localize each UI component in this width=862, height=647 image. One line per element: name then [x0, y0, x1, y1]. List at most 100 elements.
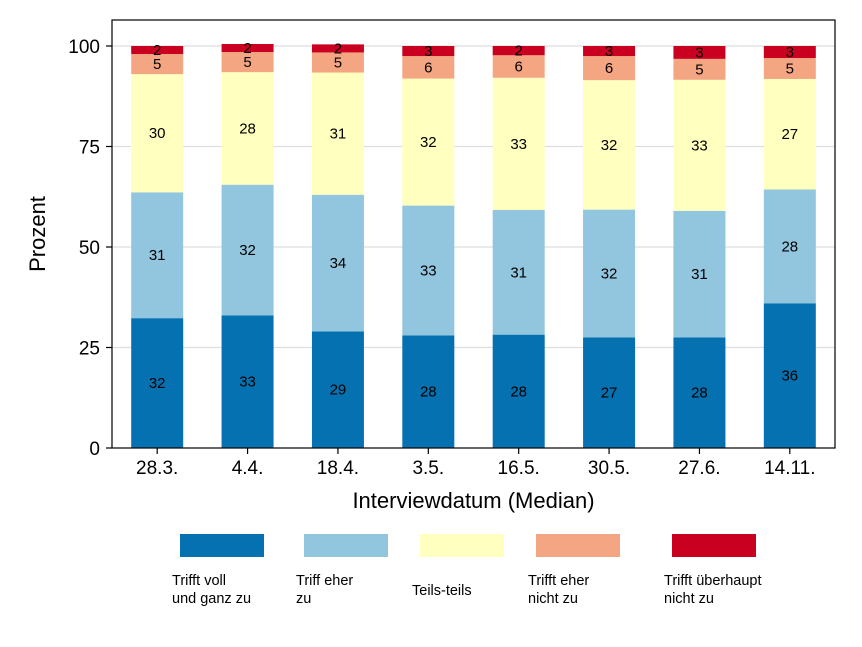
- segment-label: 28: [781, 238, 798, 255]
- bar-segment: [221, 52, 274, 73]
- legend-swatch: [180, 534, 264, 557]
- bar-segment: [763, 78, 816, 190]
- segment-label: 3: [605, 43, 613, 60]
- bar-segment: [583, 46, 636, 57]
- segment-label: 31: [691, 266, 708, 283]
- x-tick-label: 18.4.: [317, 458, 359, 479]
- bar-segment: [583, 209, 636, 338]
- segment-label: 2: [243, 40, 251, 57]
- bar-segment: [131, 46, 184, 55]
- legend-label: und ganz zu: [172, 591, 251, 607]
- segment-label: 32: [601, 137, 618, 154]
- bar-segment: [492, 210, 545, 335]
- x-axis: 28.3. 4.4. 18.4. 3.5. 16.5. 30.5. 27.6. 14.11.: [136, 448, 816, 479]
- bar-segment: [763, 303, 816, 448]
- segment-label: 5: [786, 61, 794, 78]
- legend-swatch: [420, 534, 504, 557]
- legend-swatch: [304, 534, 388, 557]
- bar-segment: [583, 337, 636, 448]
- bar-segment: [673, 337, 726, 448]
- bar-segment: [221, 184, 274, 316]
- bar-segment: [583, 56, 636, 81]
- segment-label: 36: [781, 368, 798, 385]
- y-tick-label: 50: [79, 238, 100, 259]
- segment-label: 27: [601, 385, 618, 402]
- bar-segment: [402, 78, 455, 206]
- segment-label: 5: [695, 61, 703, 78]
- y-axis: 0 25 50 75 100: [68, 37, 112, 460]
- y-tick-label: 100: [68, 37, 100, 58]
- legend-label: Trifft überhaupt: [664, 573, 762, 589]
- segment-label: 3: [786, 44, 794, 61]
- bar-segment: [492, 55, 545, 78]
- segment-label: 3: [424, 43, 432, 60]
- segment-label: 28: [239, 120, 256, 137]
- segment-label: 6: [424, 59, 432, 76]
- bar-segment: [311, 331, 364, 448]
- y-tick-label: 0: [89, 439, 100, 460]
- legend-label: Triff eher: [296, 573, 353, 589]
- legend-label: nicht zu: [664, 591, 714, 607]
- y-axis-title: Prozent: [25, 196, 50, 272]
- bar-segment: [311, 44, 364, 53]
- x-tick-label: 30.5.: [588, 458, 630, 479]
- segment-label: 6: [515, 59, 523, 76]
- legend-swatch: [672, 534, 756, 557]
- legend-label: Trifft voll: [172, 573, 226, 589]
- bar-segment: [492, 46, 545, 56]
- segment-label: 33: [691, 137, 708, 154]
- segment-label: 2: [515, 43, 523, 60]
- bar-segment: [492, 77, 545, 211]
- legend-label: zu: [296, 591, 311, 607]
- segment-label: 33: [420, 263, 437, 280]
- x-tick-label: 4.4.: [232, 458, 264, 479]
- segment-label: 6: [605, 60, 613, 77]
- y-tick-label: 25: [79, 339, 100, 360]
- plot-frame: [111, 19, 836, 449]
- legend-label: Trifft eher: [528, 573, 589, 589]
- x-tick-label: 3.5.: [412, 458, 444, 479]
- bar-segment: [131, 318, 184, 448]
- bars: [131, 43, 816, 448]
- x-tick-label: 14.11.: [764, 458, 815, 479]
- segment-label: 5: [153, 56, 161, 73]
- bar-segment: [673, 210, 726, 338]
- bar-segment: [763, 189, 816, 304]
- y-tick-label: 75: [79, 138, 100, 159]
- segment-label: 5: [334, 54, 342, 71]
- segment-label: 32: [239, 242, 256, 259]
- legend-label: nicht zu: [528, 591, 578, 607]
- segment-label: 28: [691, 385, 708, 402]
- segment-label: 28: [510, 383, 527, 400]
- legend-label: Teils-teils: [412, 583, 472, 599]
- bar-segment: [311, 72, 364, 195]
- bar-segment: [311, 194, 364, 332]
- segment-label: 2: [334, 40, 342, 57]
- segment-label: 29: [330, 382, 347, 399]
- segment-label: 28: [420, 384, 437, 401]
- x-tick-label: 28.3.: [136, 458, 178, 479]
- bar-segment: [221, 43, 274, 53]
- bar-segment: [673, 79, 726, 211]
- bar-segment: [221, 315, 274, 448]
- gridlines: [112, 45, 835, 349]
- segment-label: 32: [149, 375, 166, 392]
- bar-segment: [402, 56, 455, 79]
- legend: Trifft voll und ganz zu Triff eher zu Teils-…: [172, 534, 762, 607]
- bar-segment: [492, 334, 545, 448]
- segment-label: 33: [239, 374, 256, 391]
- segment-label: 5: [243, 54, 251, 71]
- bar-segment: [763, 46, 816, 59]
- bar-segment: [763, 58, 816, 79]
- bar-segment: [311, 52, 364, 73]
- segment-label: 32: [420, 134, 437, 151]
- bar-segment: [583, 80, 636, 210]
- bar-segment: [131, 74, 184, 193]
- segment-label: 2: [153, 42, 161, 59]
- bar-segment: [221, 72, 274, 185]
- bar-segment: [402, 46, 455, 57]
- x-tick-label: 27.6.: [678, 458, 720, 479]
- segment-label: 31: [330, 126, 347, 143]
- segment-labels: 3231305233322852293431522833326328313362…: [149, 40, 798, 402]
